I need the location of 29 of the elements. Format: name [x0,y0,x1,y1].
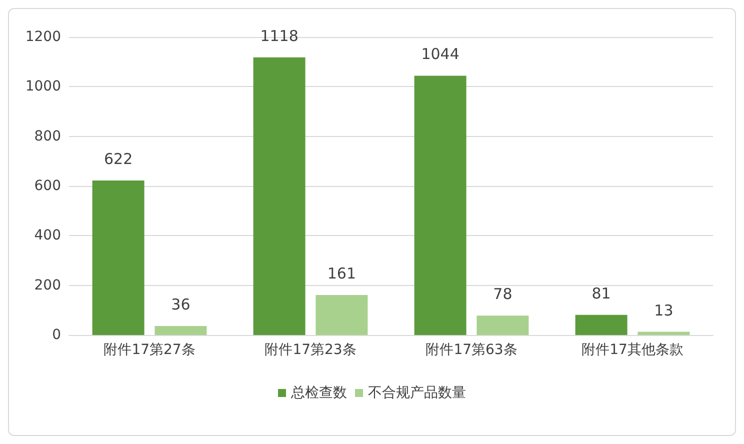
x-tick-label: 附件17第27条 [104,342,196,358]
y-tick-label: 200 [34,277,61,294]
data-label: 1044 [421,45,460,64]
data-label: 161 [327,264,356,283]
y-tick-label: 0 [52,327,61,343]
bar [253,57,306,335]
bar [92,180,144,335]
x-tick-label: 附件17第23条 [264,342,356,358]
data-label: 81 [592,284,611,302]
data-label: 36 [171,296,190,314]
legend-label: 不合规产品数量 [368,385,466,401]
data-label: 13 [654,301,674,320]
y-tick-label: 800 [34,128,61,144]
data-label: 78 [493,285,512,304]
x-tick-label: 附件17第63条 [426,342,518,358]
y-tick-label: 400 [34,228,61,244]
data-label: 1118 [260,26,298,45]
bar [476,316,529,335]
bar [414,76,466,335]
bar [154,326,207,335]
bar [575,314,628,335]
y-tick-label: 1000 [25,78,61,95]
bar [638,332,690,335]
legend-label: 总检查数 [290,385,347,401]
y-tick-label: 1200 [25,29,61,45]
x-tick-label: 附件17其他条款 [582,342,684,358]
data-label: 622 [104,150,133,168]
y-tick-label: 600 [34,178,61,194]
bar [316,295,368,335]
